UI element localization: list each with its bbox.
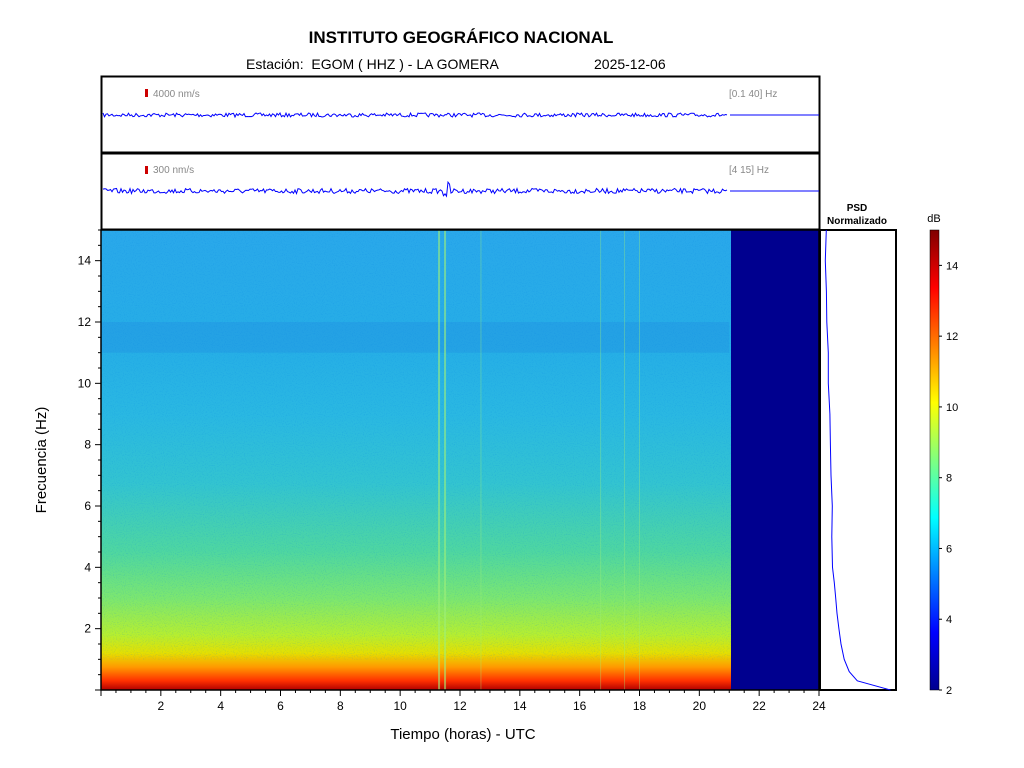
- colorbar-ticks: 2 4 6 8 10 12 14: [939, 260, 958, 697]
- x-tick-label: 12: [453, 699, 467, 713]
- y-axis: 2 4 6 8 10 12 14: [78, 229, 101, 691]
- page-title: INSTITUTO GEOGRÁFICO NACIONAL: [308, 28, 614, 47]
- station-label: Estación: EGOM ( HHZ ) - LA GOMERA: [246, 56, 499, 72]
- y-tick-label: 8: [84, 438, 91, 452]
- psd-panel: [819, 229, 897, 691]
- y-tick-label: 14: [78, 254, 92, 268]
- y-tick-label: 6: [84, 499, 91, 513]
- x-tick-label: 6: [277, 699, 284, 713]
- x-tick-label: 16: [573, 699, 587, 713]
- psd-title-2: Normalizado: [827, 216, 887, 227]
- x-tick-label: 10: [393, 699, 407, 713]
- x-tick-label: 20: [693, 699, 707, 713]
- x-tick-label: 8: [337, 699, 344, 713]
- trace-band-label-2: [4 15] Hz: [729, 165, 769, 176]
- spectrogram-noise: [101, 230, 731, 660]
- y-tick-label: 4: [84, 560, 91, 574]
- y-tick-label: 12: [78, 315, 92, 329]
- colorbar-tick-label: 2: [946, 685, 952, 697]
- x-tick-label: 2: [157, 699, 164, 713]
- x-tick-label: 22: [752, 699, 766, 713]
- x-tick-label: 14: [513, 699, 527, 713]
- x-tick-label: 4: [217, 699, 224, 713]
- trace-waveform-1: [102, 111, 728, 119]
- y-tick-label: 10: [78, 376, 92, 390]
- scale-marker-2: [145, 166, 148, 174]
- scale-marker-1: [145, 89, 148, 97]
- spectrogram-no-data: [731, 230, 819, 690]
- spectrogram-band: [101, 322, 730, 353]
- y-tick-label: 2: [84, 622, 91, 636]
- trace-scale-label-2: 300 nm/s: [153, 165, 194, 176]
- colorbar-tick-label: 10: [946, 402, 958, 414]
- trace-band-label-1: [0.1 40] Hz: [729, 89, 777, 100]
- colorbar-tick-label: 12: [946, 331, 958, 343]
- spectrogram: [100, 229, 820, 691]
- trace-scale-label-1: 4000 nm/s: [153, 89, 200, 100]
- colorbar-tick-label: 14: [946, 260, 958, 272]
- trace-waveform-2: [102, 180, 728, 198]
- colorbar-tick-label: 8: [946, 473, 952, 485]
- colorbar-unit: dB: [927, 213, 940, 225]
- y-axis-label: Frecuencia (Hz): [33, 407, 50, 514]
- psd-title-1: PSD: [847, 203, 868, 214]
- psd-curve: [824, 229, 891, 691]
- date-label: 2025-12-06: [594, 56, 666, 72]
- spectrogram-event-streaks: [101, 230, 730, 690]
- x-axis-label: Tiempo (horas) - UTC: [390, 726, 535, 743]
- x-axis: 2 4 6 8 10 12 14 16 18 20 22 24: [100, 690, 826, 713]
- colorbar-tick-label: 4: [946, 614, 952, 626]
- x-tick-label: 18: [633, 699, 647, 713]
- colorbar-tick-label: 6: [946, 543, 952, 555]
- colorbar: [929, 229, 940, 691]
- x-tick-label: 24: [812, 699, 826, 713]
